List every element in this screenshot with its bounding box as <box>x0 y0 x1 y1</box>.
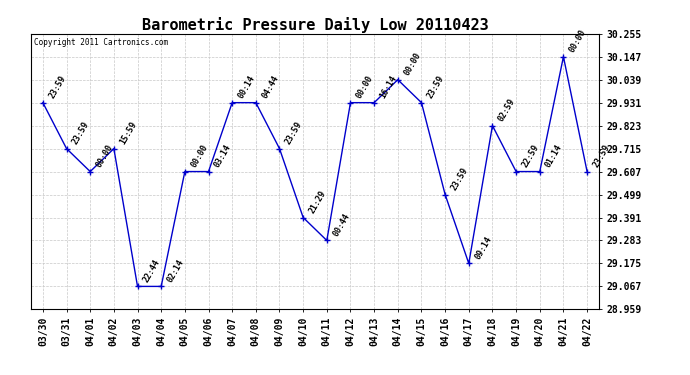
Text: 22:59: 22:59 <box>520 142 540 169</box>
Text: 16:14: 16:14 <box>378 74 399 100</box>
Text: 21:29: 21:29 <box>307 189 328 215</box>
Text: 23:59: 23:59 <box>449 166 470 192</box>
Text: 00:00: 00:00 <box>355 74 375 100</box>
Text: 00:44: 00:44 <box>331 211 351 238</box>
Text: 22:44: 22:44 <box>141 258 162 284</box>
Text: 01:14: 01:14 <box>544 142 564 169</box>
Text: 03:14: 03:14 <box>213 142 233 169</box>
Text: 02:59: 02:59 <box>497 97 517 123</box>
Text: 04:44: 04:44 <box>260 74 280 100</box>
Text: 00:00: 00:00 <box>402 51 422 77</box>
Text: 00:00: 00:00 <box>95 142 115 169</box>
Text: 23:59: 23:59 <box>284 120 304 146</box>
Text: 23:59: 23:59 <box>426 74 446 100</box>
Text: 09:14: 09:14 <box>473 234 493 261</box>
Text: 23:59: 23:59 <box>591 142 611 169</box>
Text: 02:14: 02:14 <box>166 258 186 284</box>
Text: Copyright 2011 Cartronics.com: Copyright 2011 Cartronics.com <box>34 38 168 47</box>
Text: 00:00: 00:00 <box>189 142 209 169</box>
Text: 23:59: 23:59 <box>47 74 68 100</box>
Text: 15:59: 15:59 <box>118 120 138 146</box>
Title: Barometric Pressure Daily Low 20110423: Barometric Pressure Daily Low 20110423 <box>141 16 489 33</box>
Text: 23:59: 23:59 <box>70 120 91 146</box>
Text: 00:14: 00:14 <box>237 74 257 100</box>
Text: 00:00: 00:00 <box>568 28 588 54</box>
